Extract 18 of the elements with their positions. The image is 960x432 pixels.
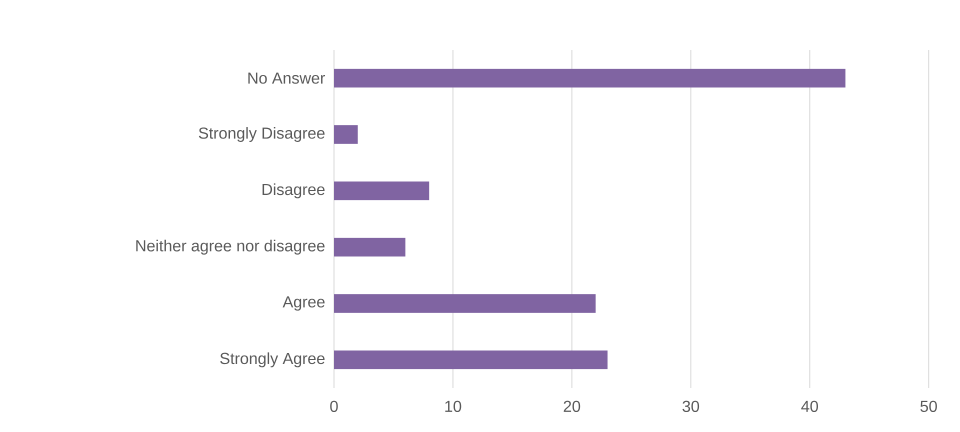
x-tick-label: 50: [920, 400, 937, 412]
y-tick-label: No Answer: [248, 72, 326, 84]
bar: [334, 294, 596, 313]
y-tick-label: Agree: [282, 296, 325, 311]
bar: [334, 238, 406, 256]
bar: [334, 350, 608, 370]
y-tick-label: Strongly Agree: [220, 352, 325, 368]
bar: [334, 68, 846, 88]
bar: [334, 125, 358, 144]
x-tick-label: 0: [330, 400, 338, 412]
y-tick-label: Disagree: [262, 183, 325, 198]
y-tick-label: Neither agree nor disagree: [136, 240, 325, 255]
x-tick-label: 20: [564, 400, 580, 412]
y-tick-label: Strongly Disagree: [198, 127, 325, 142]
x-tick-label: 40: [801, 400, 818, 412]
x-tick-label: 10: [445, 400, 462, 412]
x-tick-label: 30: [682, 400, 700, 412]
bar: [334, 182, 430, 200]
